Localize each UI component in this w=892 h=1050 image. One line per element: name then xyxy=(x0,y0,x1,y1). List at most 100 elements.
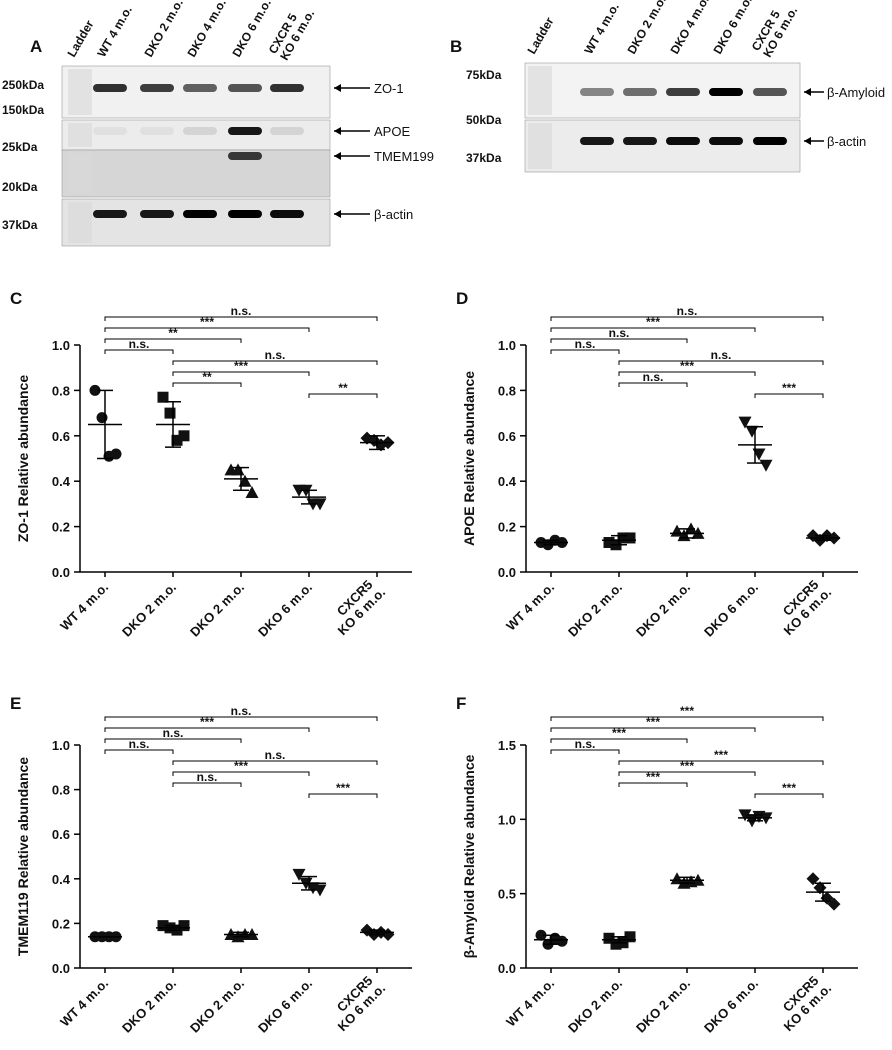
x-tick-label: DKO 2 m.o. xyxy=(633,580,693,640)
data-point xyxy=(110,448,122,460)
ladder-lane xyxy=(528,66,552,115)
significance-label: *** xyxy=(782,781,796,795)
y-axis-label: APOE Relative abundance xyxy=(461,371,477,546)
significance-bracket xyxy=(550,349,620,354)
y-tick-label: 0.4 xyxy=(498,474,517,489)
data-point xyxy=(806,872,820,886)
lane-label: DKO 4 m.o. xyxy=(184,0,228,60)
x-tick-label: WT 4 m.o. xyxy=(57,580,111,634)
panel-letter: F xyxy=(456,694,466,713)
band xyxy=(666,137,700,145)
y-tick-label: 0.8 xyxy=(52,783,70,798)
x-tick-label: DKO 2 m.o. xyxy=(187,976,247,1036)
x-tick-label: DKO 2 m.o. xyxy=(119,580,179,640)
significance-bracket xyxy=(104,727,310,732)
significance-bracket xyxy=(104,349,174,354)
blot-strip xyxy=(61,198,331,247)
significance-label: n.s. xyxy=(609,326,630,340)
y-axis-label: ZO-1 Relative abundance xyxy=(15,375,31,542)
ladder-lane xyxy=(68,69,92,115)
y-tick-label: 1.5 xyxy=(498,738,516,753)
band xyxy=(228,152,262,160)
arrow-head xyxy=(334,152,341,160)
significance-bracket xyxy=(618,782,688,787)
significance-bracket xyxy=(550,716,824,721)
significance-bracket xyxy=(550,727,756,732)
lane-label: WT 4 m.o. xyxy=(94,3,134,59)
significance-label: ** xyxy=(338,381,348,395)
y-tick-label: 0.2 xyxy=(52,916,70,931)
x-tick-label: DKO 2 m.o. xyxy=(565,580,625,640)
significance-bracket xyxy=(618,760,824,765)
significance-bracket xyxy=(104,327,310,332)
ladder-lane xyxy=(68,153,92,194)
significance-label: n.s. xyxy=(265,748,286,762)
x-tick-label: DKO 6 m.o. xyxy=(255,580,315,640)
significance-bracket xyxy=(308,793,378,798)
significance-bracket xyxy=(172,371,310,376)
lane-label: CXCR 5 KO 6 m.o. xyxy=(266,1,318,63)
arrow-head xyxy=(334,84,341,92)
significance-bracket xyxy=(172,782,242,787)
chart: D APOE Relative abundance 0.0 0.2 0.4 0.6 0.8 1… xyxy=(456,289,858,640)
x-tick-label: DKO 6 m.o. xyxy=(255,976,315,1036)
y-tick-label: 0.6 xyxy=(498,429,516,444)
band xyxy=(228,127,262,135)
band xyxy=(93,210,127,218)
band xyxy=(183,84,217,92)
significance-label: n.s. xyxy=(265,348,286,362)
data-point xyxy=(670,872,684,885)
lane-label: WT 4 m.o. xyxy=(581,0,621,56)
y-tick-label: 0.2 xyxy=(52,520,70,535)
significance-label: *** xyxy=(336,781,350,795)
significance-label: n.s. xyxy=(711,348,732,362)
data-point xyxy=(292,868,306,881)
significance-bracket xyxy=(754,393,824,398)
marker-label: 50kDa xyxy=(466,113,502,127)
arrow-head xyxy=(804,88,811,96)
lane-label: DKO 2 m.o. xyxy=(141,0,185,60)
x-tick-label: DKO 2 m.o. xyxy=(633,976,693,1036)
band xyxy=(270,210,304,218)
significance-bracket xyxy=(618,382,688,387)
y-tick-label: 0.0 xyxy=(498,961,516,976)
marker-label: 150kDa xyxy=(2,103,44,117)
significance-label: n.s. xyxy=(197,770,218,784)
significance-label: *** xyxy=(714,748,728,762)
y-tick-label: 0.6 xyxy=(52,429,70,444)
band xyxy=(228,84,262,92)
x-tick-label: CXCR5 KO 6 m.o. xyxy=(325,970,389,1034)
x-tick-label: DKO 6 m.o. xyxy=(701,976,761,1036)
band xyxy=(753,88,787,96)
marker-label: 250kDa xyxy=(2,78,44,92)
lane-label: DKO 4 m.o. xyxy=(667,0,711,57)
significance-label: *** xyxy=(646,315,660,329)
marker-label: 37kDa xyxy=(466,151,502,165)
y-tick-label: 1.0 xyxy=(498,812,516,827)
panel-letter: A xyxy=(30,37,42,56)
y-tick-label: 0.0 xyxy=(52,565,70,580)
significance-label: *** xyxy=(612,726,626,740)
y-tick-label: 0.8 xyxy=(52,383,70,398)
band xyxy=(140,210,174,218)
lane-label: Ladder xyxy=(524,15,556,57)
ladder-lane xyxy=(68,123,92,147)
band xyxy=(228,210,262,218)
significance-label: *** xyxy=(200,715,214,729)
x-tick-label: CXCR5 KO 6 m.o. xyxy=(771,970,835,1034)
blot-panel: B Ladder WT 4 m.o. DKO 2 m.o.DKO 4 m.o.DKO … xyxy=(450,0,885,173)
data-point xyxy=(556,935,568,947)
y-tick-label: 0.8 xyxy=(498,383,516,398)
data-point xyxy=(96,412,108,424)
significance-label: *** xyxy=(200,315,214,329)
marker-label: 75kDa xyxy=(466,68,502,82)
significance-label: n.s. xyxy=(575,737,596,751)
data-point xyxy=(245,486,259,499)
lane-label: DKO 2 m.o. xyxy=(624,0,668,57)
significance-bracket xyxy=(550,316,824,321)
significance-bracket xyxy=(104,749,174,754)
band xyxy=(709,137,743,145)
significance-label: n.s. xyxy=(129,337,150,351)
chart: Fβ-Amyloid Relative abundance 0.0 0.5 1.0 1.… xyxy=(456,694,858,1036)
